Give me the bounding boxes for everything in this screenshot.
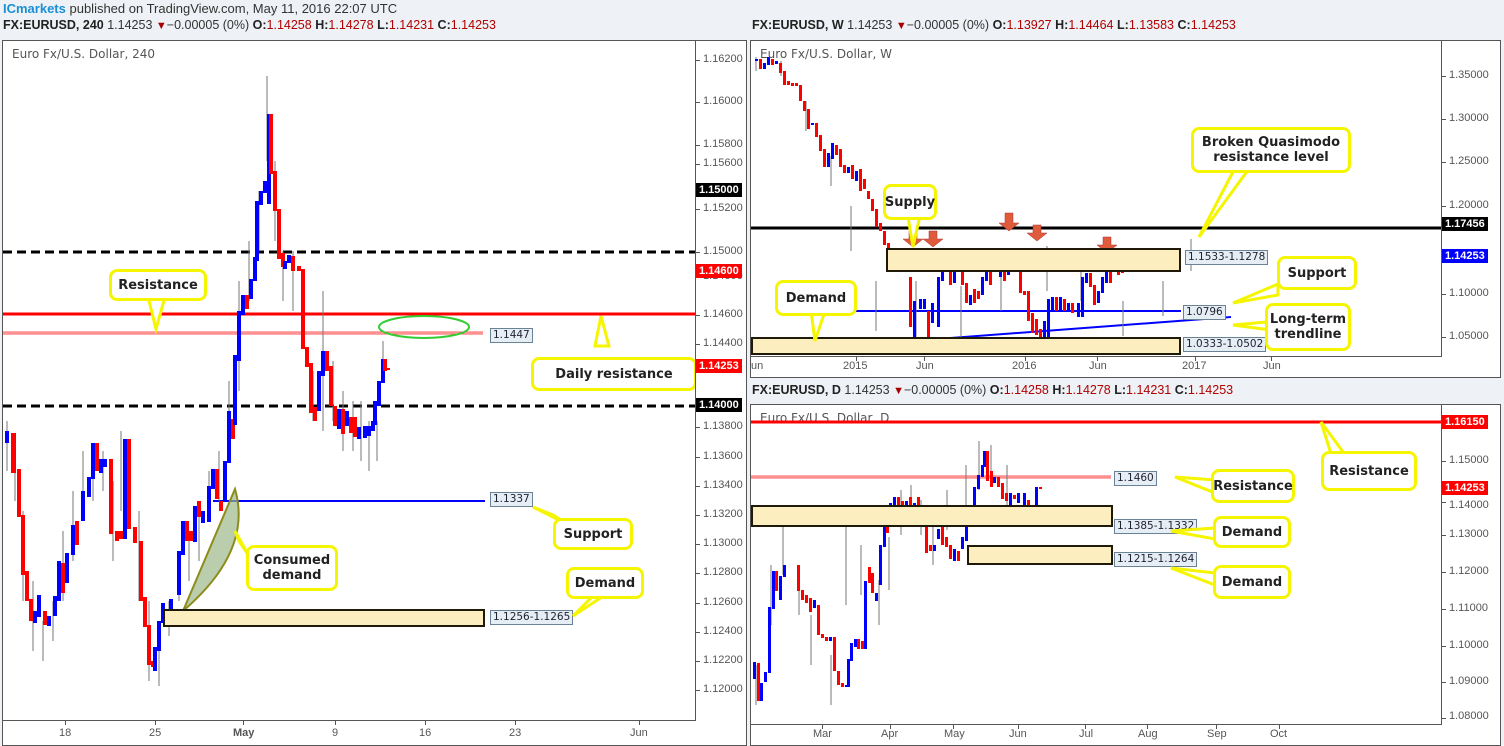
- published-line: ICmarkets published on TradingView.com, …: [3, 1, 397, 16]
- h4-chart-title: Euro Fx/U.S. Dollar, 240: [12, 47, 155, 61]
- weekly-demand-level-label: 1.0333-1.0502: [1183, 337, 1267, 352]
- change: −0.00005 (0%): [903, 383, 987, 397]
- h4-demand-zone[interactable]: [163, 609, 485, 627]
- change: −0.00005 (0%): [166, 18, 250, 32]
- symbol: FX:EURUSD, 240: [3, 18, 104, 32]
- daily-resistance-callout: Resistance: [1211, 469, 1295, 503]
- weekly-chart-title: Euro Fx/U.S. Dollar, W: [760, 47, 892, 61]
- h4-price-tag-1146: 1.14600: [696, 264, 742, 278]
- down-triangle-icon: ▼: [893, 385, 904, 397]
- h4-ohlc-bar: FX:EURUSD, 240 1.14253 ▼−0.00005 (0%) O:…: [3, 18, 496, 32]
- published-text: published on TradingView.com, May 11, 20…: [65, 1, 398, 16]
- weekly-price-axis[interactable]: 1.35000 1.30000 1.25000 1.20000 1.10000 …: [1442, 41, 1500, 357]
- h4-candles: [3, 76, 695, 686]
- h4-consumed-demand-callout: Consumed demand: [246, 545, 338, 591]
- high-value: 1.14278: [328, 18, 374, 32]
- daily-demand2-callout: Demand: [1213, 565, 1291, 599]
- high-value: 1.14464: [1068, 18, 1114, 32]
- h4-time-axis[interactable]: 18 25 May 9 16 23 Jun: [3, 721, 696, 745]
- close-value: 1.14253: [1190, 18, 1236, 32]
- high-value: 1.14278: [1065, 383, 1111, 397]
- close-value: 1.14253: [1187, 383, 1234, 397]
- daily-price-tag-resistance: 1.16150: [1442, 415, 1488, 429]
- h4-price-tag-last: 1.14253: [696, 359, 742, 373]
- daily-demand-zone-lower[interactable]: [967, 545, 1113, 565]
- weekly-demand-callout: Demand: [775, 280, 857, 316]
- weekly-price-tag-bqm: 1.17456: [1442, 217, 1488, 231]
- h4-resistance-level-label: 1.1447: [490, 328, 533, 343]
- low-value: 1.13583: [1128, 18, 1174, 32]
- h4-chart-panel[interactable]: Euro Fx/U.S. Dollar, 240 1.1447 1.1337 1…: [2, 40, 747, 746]
- daily-resistance-main-callout: Resistance: [1321, 451, 1417, 491]
- h4-demand-level-label: 1.1256-1.1265: [490, 610, 574, 625]
- h4-price-tag-1140: 1.14000: [696, 398, 742, 412]
- open-value: 1.14258: [1003, 383, 1049, 397]
- weekly-demand-zone[interactable]: [751, 337, 1181, 355]
- daily-price-axis[interactable]: 1.15000 1.14000 1.13000 1.12000 1.11000 …: [1442, 405, 1500, 725]
- last-price: 1.14253: [844, 383, 890, 397]
- down-triangle-icon: ▼: [155, 20, 167, 32]
- brand-link[interactable]: ICmarkets: [3, 1, 66, 16]
- daily-ohlc-bar: FX:EURUSD, D 1.14253 ▼−0.00005 (0%) O:1.…: [752, 383, 1234, 397]
- daily-chart-panel[interactable]: Euro Fx/U.S. Dollar, D: [750, 404, 1501, 746]
- h4-plot-area[interactable]: Euro Fx/U.S. Dollar, 240 1.1447 1.1337 1…: [3, 41, 696, 721]
- last-price: 1.14253: [847, 18, 893, 32]
- daily-demand1-level-label: 1.1385-1.1332: [1114, 519, 1198, 534]
- weekly-chart-panel[interactable]: Euro Fx/U.S. Dollar, W 1.1533-1.1278 1.0…: [750, 40, 1501, 378]
- low-value: 1.14231: [388, 18, 435, 32]
- down-triangle-icon: ▼: [895, 20, 907, 32]
- h4-support-level-label: 1.1337: [490, 492, 533, 507]
- daily-demand-zone-upper[interactable]: [751, 505, 1113, 527]
- low-value: 1.14231: [1126, 383, 1172, 397]
- weekly-plot-area[interactable]: Euro Fx/U.S. Dollar, W 1.1533-1.1278 1.0…: [751, 41, 1442, 357]
- weekly-supply-zone[interactable]: [886, 248, 1181, 272]
- daily-time-axis[interactable]: Mar Apr May Jun Jul Aug Sep Oct: [751, 725, 1442, 745]
- h4-price-tag-1150: 1.15000: [696, 183, 742, 197]
- weekly-supply-callout: Supply: [883, 184, 937, 220]
- weekly-support-callout: Support: [1277, 256, 1357, 290]
- close-value: 1.14253: [450, 18, 496, 32]
- weekly-support-level-label: 1.0796: [1183, 305, 1226, 320]
- h4-support-callout: Support: [553, 518, 633, 550]
- last-price: 1.14253: [107, 18, 153, 32]
- h4-daily-resistance-callout: Daily resistance: [531, 357, 695, 391]
- weekly-time-axis[interactable]: un 2015 Jun 2016 Jun 2017 Jun: [751, 357, 1442, 377]
- daily-plot-area[interactable]: 1.1460 1.1385-1.1332 1.1215-1.1264 Resis…: [751, 405, 1442, 725]
- daily-resistance-level-label: 1.1460: [1114, 471, 1157, 486]
- daily-demand2-level-label: 1.1215-1.1264: [1114, 552, 1198, 567]
- open-value: 1.13927: [1006, 18, 1052, 32]
- h4-demand-callout: Demand: [566, 567, 644, 599]
- h4-price-axis[interactable]: 1.16200 1.16000 1.15800 1.15600 1.15200 …: [696, 41, 746, 721]
- daily-demand1-callout: Demand: [1213, 516, 1291, 548]
- weekly-bqm-callout: Broken Quasimodo resistance level: [1191, 127, 1351, 173]
- h4-resistance-callout: Resistance: [109, 269, 207, 301]
- weekly-trendline-callout: Long-term trendline: [1265, 303, 1351, 351]
- weekly-supply-level-label: 1.1533-1.1278: [1185, 250, 1269, 265]
- symbol: FX:EURUSD, D: [752, 383, 841, 397]
- daily-price-tag-last: 1.14253: [1442, 481, 1488, 495]
- weekly-price-tag-last: 1.14253: [1442, 249, 1488, 263]
- open-value: 1.14258: [266, 18, 312, 32]
- change: −0.00005 (0%): [906, 18, 990, 32]
- symbol: FX:EURUSD, W: [752, 18, 844, 32]
- weekly-ohlc-bar: FX:EURUSD, W 1.14253 ▼−0.00005 (0%) O:1.…: [752, 18, 1236, 32]
